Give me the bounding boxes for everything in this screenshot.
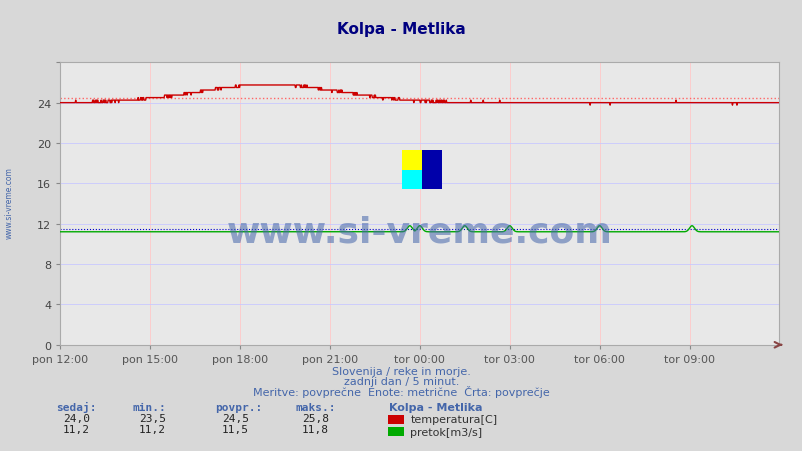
Text: maks.:: maks.: [295,402,335,412]
Bar [421,151,441,190]
Text: www.si-vreme.com: www.si-vreme.com [5,167,14,239]
Text: 11,2: 11,2 [63,424,90,434]
Text: Kolpa - Metlika: Kolpa - Metlika [337,22,465,37]
Text: Meritve: povprečne  Enote: metrične  Črta: povprečje: Meritve: povprečne Enote: metrične Črta:… [253,386,549,397]
Text: min.:: min.: [132,402,166,412]
Text: Kolpa - Metlika: Kolpa - Metlika [389,402,482,412]
Text: 23,5: 23,5 [139,414,166,423]
Text: 11,2: 11,2 [139,424,166,434]
Bar [401,170,421,190]
Text: 11,8: 11,8 [302,424,329,434]
Text: sedaj:: sedaj: [56,401,96,412]
Text: temperatura[C]: temperatura[C] [410,414,496,424]
Bar [401,151,421,170]
Text: 25,8: 25,8 [302,414,329,423]
Text: pretok[m3/s]: pretok[m3/s] [410,427,482,437]
Text: povpr.:: povpr.: [215,402,262,412]
Text: zadnji dan / 5 minut.: zadnji dan / 5 minut. [343,376,459,386]
Text: 24,0: 24,0 [63,414,90,423]
Text: Slovenija / reke in morje.: Slovenija / reke in morje. [332,366,470,376]
Text: www.si-vreme.com: www.si-vreme.com [226,215,612,249]
Text: 11,5: 11,5 [221,424,249,434]
Text: 24,5: 24,5 [221,414,249,423]
